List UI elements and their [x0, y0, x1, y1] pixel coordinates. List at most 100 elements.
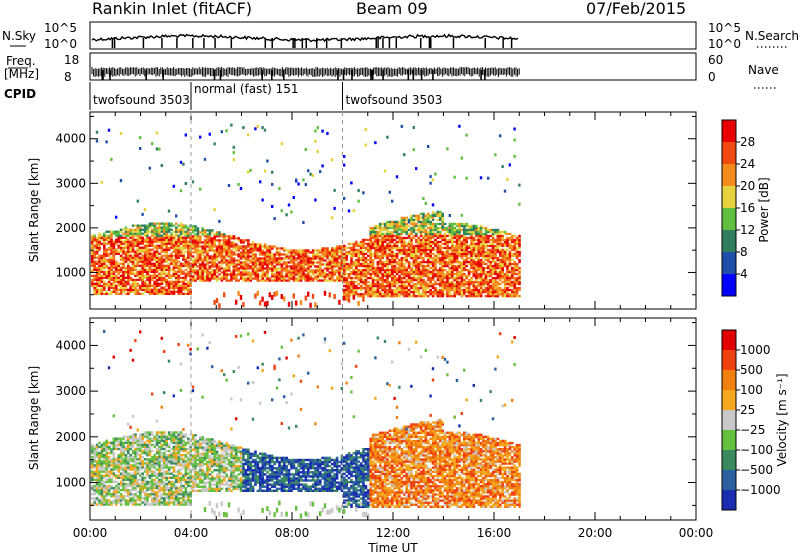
heatmap-cell — [357, 244, 360, 248]
heatmap-cell — [446, 288, 449, 292]
heatmap-cell — [427, 246, 430, 250]
heatmap-cell — [446, 256, 449, 260]
heatmap-cell — [141, 240, 144, 243]
heatmap-cell — [513, 284, 516, 288]
heatmap-cell — [244, 259, 248, 262]
heatmap-cell — [431, 178, 435, 182]
heatmap-cell — [381, 276, 384, 280]
heatmap-cell — [415, 262, 418, 266]
heatmap-cell — [93, 290, 96, 293]
freq-right-tick-bottom: 0 — [708, 70, 716, 84]
heatmap-cell — [143, 248, 147, 251]
heatmap-cell — [369, 268, 372, 272]
heatmap-cell — [467, 232, 471, 236]
heatmap-cell — [482, 260, 485, 264]
cpid-label: CPID — [4, 87, 36, 101]
heatmap-cell — [184, 288, 188, 291]
heatmap-cell — [451, 272, 454, 276]
heatmap-cell — [201, 227, 204, 230]
heatmap-cell — [487, 280, 490, 284]
heatmap-cell — [107, 262, 111, 265]
heatmap-cell — [244, 277, 248, 280]
heatmap-cell — [343, 264, 346, 268]
heatmap-cell — [299, 269, 303, 272]
heatmap-cell — [518, 236, 521, 240]
heatmap-cell — [343, 274, 346, 278]
heatmap-cell — [451, 266, 454, 270]
heatmap-cell — [463, 260, 466, 264]
heatmap-cell — [141, 258, 144, 261]
heatmap-cell — [467, 274, 471, 278]
heatmap-cell — [347, 290, 351, 294]
heatmap-cell — [357, 256, 360, 260]
heatmap-cell — [112, 284, 116, 287]
heatmap-cell — [194, 257, 197, 260]
heatmap-cell — [424, 244, 428, 248]
heatmap-cell — [381, 272, 384, 276]
heatmap-cell — [103, 234, 106, 237]
heatmap-cell — [518, 288, 521, 292]
heatmap-cell — [292, 279, 296, 282]
heatmap-cell — [112, 256, 116, 259]
heatmap-cell — [311, 251, 315, 254]
heatmap-cell — [436, 256, 440, 260]
heatmap-cell — [388, 226, 392, 230]
heatmap-cell — [256, 273, 260, 276]
heatmap-cell — [158, 226, 161, 229]
heatmap-cell — [295, 178, 298, 182]
heatmap-cell — [287, 251, 291, 254]
heatmap-cell — [460, 250, 464, 254]
heatmap-cell — [302, 275, 305, 278]
heatmap-cell — [518, 238, 521, 242]
heatmap-cell — [119, 282, 123, 285]
heatmap-cell — [501, 250, 504, 254]
heatmap-cell — [158, 284, 161, 287]
heatmap-cell — [259, 243, 262, 246]
heatmap-cell — [431, 242, 435, 246]
heatmap-cell — [136, 236, 140, 239]
heatmap-cell — [415, 282, 418, 286]
heatmap-cell — [112, 264, 116, 267]
heatmap-cell — [146, 270, 149, 273]
heatmap-cell — [175, 276, 178, 279]
heatmap-cell — [194, 269, 197, 272]
heatmap-cell — [213, 259, 216, 262]
heatmap-cell — [494, 252, 497, 256]
heatmap-cell — [431, 282, 435, 286]
heatmap-cell — [256, 249, 260, 252]
heatmap-cell — [381, 293, 384, 296]
heatmap-cell — [506, 280, 509, 284]
heatmap-cell — [400, 232, 404, 236]
heatmap-cell — [182, 244, 185, 247]
heatmap-cell — [470, 293, 473, 296]
heatmap-cell — [187, 274, 190, 277]
heatmap-cell — [141, 272, 144, 275]
heatmap-cell — [453, 290, 456, 294]
heatmap-cell — [357, 254, 360, 258]
heatmap-cell — [453, 228, 456, 232]
heatmap-cell — [374, 256, 377, 260]
heatmap-cell — [331, 249, 334, 252]
heatmap-cell — [472, 266, 476, 270]
heatmap-cell — [285, 255, 288, 258]
heatmap-cell — [479, 270, 483, 274]
heatmap-cell — [280, 142, 283, 146]
heatmap-cell — [98, 268, 101, 271]
heatmap-cell — [400, 260, 404, 264]
heatmap-cell — [208, 237, 212, 240]
heatmap-cell — [463, 264, 466, 268]
heatmap-cell — [470, 270, 473, 274]
heatmap-cell — [496, 272, 500, 276]
heatmap-cell — [364, 242, 368, 246]
heatmap-cell — [475, 266, 478, 270]
heatmap-cell — [187, 272, 190, 275]
heatmap-cell — [95, 286, 99, 289]
heatmap-cell — [455, 258, 459, 262]
heatmap-cell — [309, 263, 312, 266]
heatmap-cell — [302, 259, 305, 262]
heatmap-cell — [249, 261, 252, 264]
heatmap-cell — [297, 275, 300, 278]
heatmap-cell — [501, 252, 504, 256]
heatmap-cell — [239, 273, 243, 276]
heatmap-cell — [386, 246, 389, 250]
